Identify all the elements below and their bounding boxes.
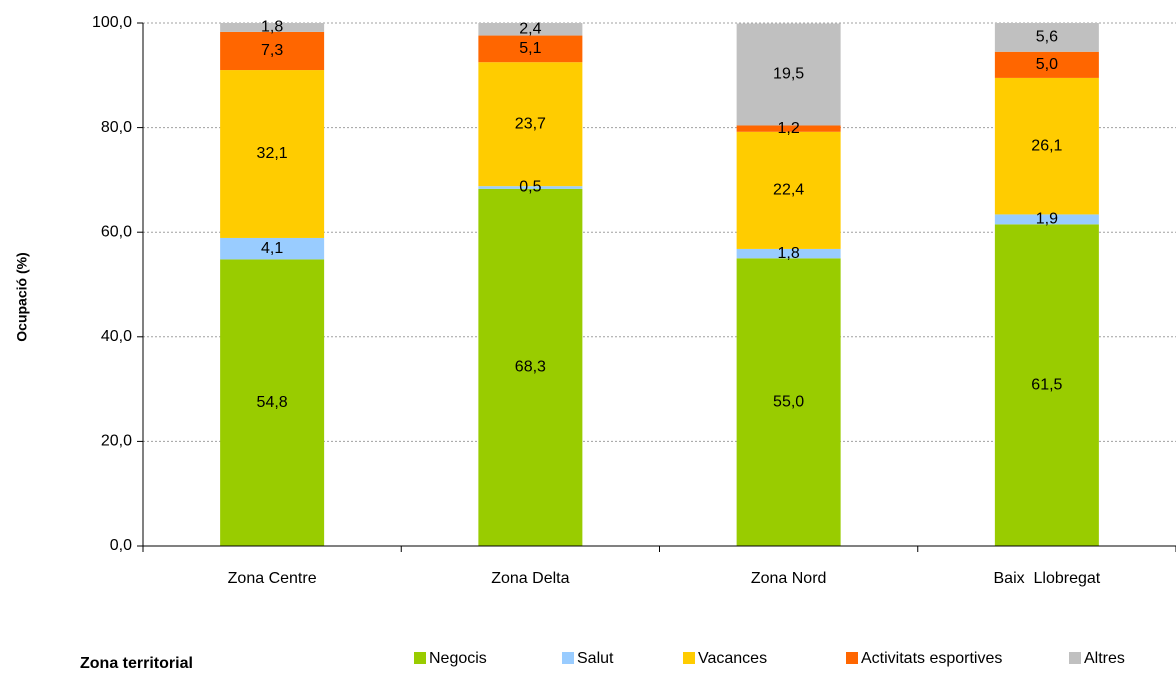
data-label: 26,1 bbox=[1031, 137, 1062, 154]
bar-segment bbox=[220, 237, 325, 260]
y-axis-title: Ocupació (%) bbox=[14, 252, 30, 341]
data-label: 5,1 bbox=[519, 40, 541, 57]
data-label: 23,7 bbox=[515, 115, 546, 132]
bar-segment bbox=[736, 131, 841, 249]
data-label: 1,9 bbox=[1036, 211, 1058, 228]
legend-label: Altres bbox=[1084, 650, 1125, 667]
y-tick-label: 20,0 bbox=[101, 433, 132, 450]
legend-swatch bbox=[414, 652, 426, 664]
bars bbox=[220, 23, 1099, 547]
bar-segment bbox=[994, 23, 1099, 52]
bar-segment bbox=[994, 77, 1099, 215]
data-label: 5,0 bbox=[1036, 56, 1058, 73]
bar-segment bbox=[478, 188, 583, 546]
y-tick-label: 80,0 bbox=[101, 119, 132, 136]
data-label: 7,3 bbox=[261, 42, 283, 59]
data-label: 19,5 bbox=[773, 66, 804, 83]
bar-segment bbox=[994, 214, 1099, 225]
bar-segment bbox=[220, 70, 325, 238]
x-tick-label: Zona Delta bbox=[491, 570, 569, 587]
x-tick-label: Zona Centre bbox=[228, 570, 317, 587]
bar-segment bbox=[736, 125, 841, 132]
data-label: 1,8 bbox=[261, 19, 283, 36]
data-label: 1,8 bbox=[778, 245, 800, 262]
x-axis-title: Zona territorial bbox=[80, 655, 193, 672]
y-tick-label: 100,0 bbox=[92, 14, 132, 31]
bar-segment bbox=[736, 23, 841, 126]
bar-segment bbox=[994, 224, 1099, 547]
bar-segment bbox=[994, 51, 1099, 78]
legend-label: Negocis bbox=[429, 650, 487, 667]
legend-label: Activitats esportives bbox=[861, 650, 1002, 667]
bar-segment bbox=[478, 23, 583, 36]
bar-segment bbox=[220, 23, 325, 32]
data-label: 5,6 bbox=[1036, 29, 1058, 46]
bar-segment bbox=[736, 258, 841, 546]
bar-segment bbox=[220, 259, 325, 546]
legend-label: Salut bbox=[577, 650, 614, 667]
legend-label: Vacances bbox=[698, 650, 767, 667]
y-tick-label: 60,0 bbox=[101, 223, 132, 240]
data-label: 4,1 bbox=[261, 240, 283, 257]
legend-swatch bbox=[846, 652, 858, 664]
bar-segment bbox=[478, 186, 583, 189]
data-label: 68,3 bbox=[515, 359, 546, 376]
data-label: 0,5 bbox=[519, 179, 541, 196]
data-label: 1,2 bbox=[778, 120, 800, 137]
y-tick-label: 40,0 bbox=[101, 328, 132, 345]
bar-segment bbox=[478, 35, 583, 63]
bar-segment bbox=[220, 31, 325, 71]
data-label: 61,5 bbox=[1031, 376, 1062, 393]
x-tick-label: Baix Llobregat bbox=[994, 570, 1101, 587]
legend-swatch bbox=[562, 652, 574, 664]
bar-segment bbox=[478, 62, 583, 187]
legend: Negocis Salut Vacances Activitats esportive… bbox=[414, 650, 1125, 667]
y-tick-label: 0,0 bbox=[110, 537, 132, 554]
x-tick-label: Zona Nord bbox=[751, 570, 827, 587]
data-label: 22,4 bbox=[773, 182, 804, 199]
data-labels: 54,8 4,1 32,1 7,3 1,8 68,3 0,5 23,7 5,1 2,4 55,0 1,… bbox=[257, 19, 1063, 411]
data-label: 32,1 bbox=[257, 145, 288, 162]
legend-swatch bbox=[683, 652, 695, 664]
axes: 0,0 20,0 40,0 60,0 80,0 100,0 Zona Centre Zona … bbox=[92, 14, 1176, 587]
data-label: 2,4 bbox=[519, 20, 541, 37]
legend-swatch bbox=[1069, 652, 1081, 664]
data-label: 55,0 bbox=[773, 393, 804, 410]
data-label: 54,8 bbox=[257, 394, 288, 411]
bar-segment bbox=[736, 248, 841, 259]
